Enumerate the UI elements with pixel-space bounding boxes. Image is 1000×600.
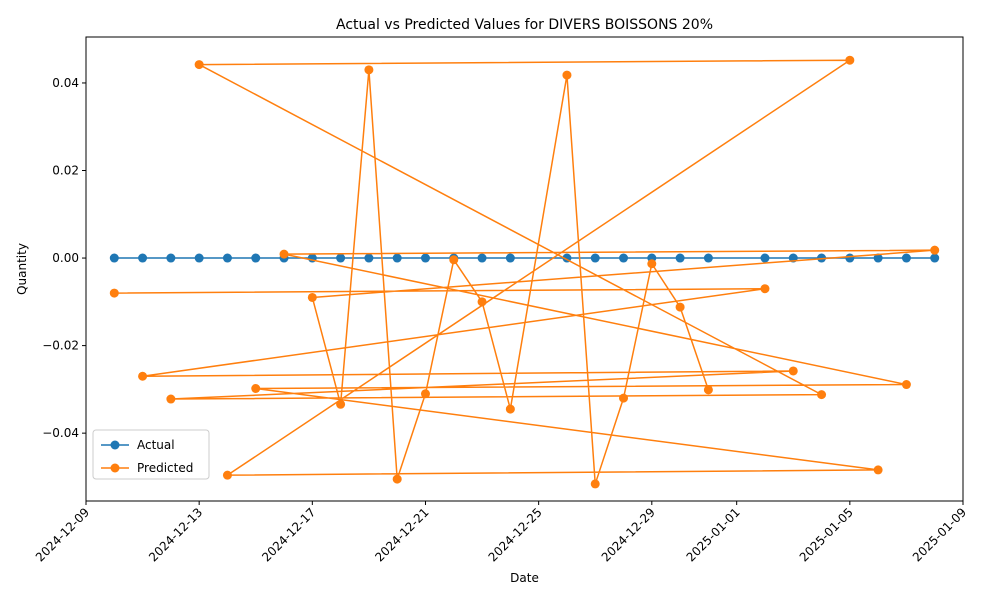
- actual-point: [845, 253, 855, 263]
- x-axis-label: Date: [510, 571, 539, 585]
- predicted-point: [930, 245, 940, 255]
- legend-actual-marker: [110, 440, 120, 450]
- predicted-series-line: [114, 59, 936, 485]
- x-tick-label: 2024-12-13: [146, 505, 205, 564]
- y-axis-label: Quantity: [15, 243, 29, 295]
- x-tick-label: 2025-01-05: [797, 505, 856, 564]
- actual-point: [675, 253, 685, 263]
- actual-point: [109, 253, 119, 263]
- actual-point: [703, 253, 713, 263]
- actual-point: [420, 253, 430, 263]
- predicted-point: [817, 390, 827, 400]
- x-tick-label: 2024-12-25: [486, 505, 545, 564]
- predicted-point: [279, 249, 289, 259]
- legend-box: [92, 429, 210, 480]
- predicted-point: [307, 292, 317, 302]
- actual-point: [505, 253, 515, 263]
- x-tick-label: 2025-01-01: [684, 505, 743, 564]
- legend: Actual Predicted: [92, 429, 210, 480]
- x-tick-label: 2024-12-29: [599, 505, 658, 564]
- actual-point: [251, 253, 261, 263]
- actual-point: [930, 253, 940, 263]
- chart-title: Actual vs Predicted Values for DIVERS BO…: [336, 17, 713, 33]
- predicted-point: [590, 479, 600, 489]
- y-tick-label: 0.00: [52, 251, 79, 265]
- predicted-point: [449, 255, 459, 265]
- predicted-point: [845, 55, 855, 65]
- predicted-point: [619, 393, 629, 403]
- actual-point: [760, 253, 770, 263]
- predicted-point: [477, 297, 487, 307]
- predicted-point: [222, 470, 232, 480]
- actual-point: [364, 253, 374, 263]
- legend-predicted-label: Predicted: [137, 461, 193, 475]
- actual-point: [194, 253, 204, 263]
- predicted-point: [392, 474, 402, 484]
- actual-point: [590, 253, 600, 263]
- legend-predicted-marker: [110, 463, 120, 473]
- predicted-point: [647, 259, 657, 269]
- predicted-point: [505, 404, 515, 414]
- y-tick-label: −0.04: [42, 426, 79, 440]
- actual-point: [336, 253, 346, 263]
- predicted-point: [336, 399, 346, 409]
- actual-point: [138, 253, 148, 263]
- y-tick-label: 0.02: [52, 164, 79, 178]
- y-tick-label: 0.04: [52, 76, 79, 90]
- predicted-point: [675, 302, 685, 312]
- y-tick-label: −0.02: [42, 339, 79, 353]
- predicted-point: [703, 385, 713, 395]
- actual-point: [873, 253, 883, 263]
- predicted-point: [251, 384, 261, 393]
- predicted-point: [788, 366, 798, 376]
- actual-point: [619, 253, 629, 263]
- predicted-point: [166, 394, 176, 404]
- actual-point: [392, 253, 402, 263]
- actual-point: [477, 253, 487, 263]
- actual-point: [166, 253, 176, 263]
- x-tick-label: 2024-12-17: [259, 505, 318, 564]
- x-tick-label: 2025-01-09: [910, 505, 969, 564]
- plot-frame: [85, 36, 964, 502]
- predicted-point: [562, 70, 572, 80]
- x-tick-label: 2024-12-21: [372, 505, 431, 564]
- predicted-point: [364, 65, 374, 75]
- predicted-point: [760, 284, 770, 294]
- predicted-point: [109, 288, 119, 298]
- actual-point: [222, 253, 232, 263]
- predicted-point: [194, 60, 204, 70]
- predicted-point: [873, 465, 883, 475]
- x-tick-label: 2024-12-09: [33, 505, 92, 564]
- predicted-point: [901, 380, 911, 390]
- actual-point: [901, 253, 911, 263]
- legend-actual-label: Actual: [137, 438, 175, 452]
- predicted-point: [420, 389, 430, 399]
- predicted-point: [138, 371, 148, 381]
